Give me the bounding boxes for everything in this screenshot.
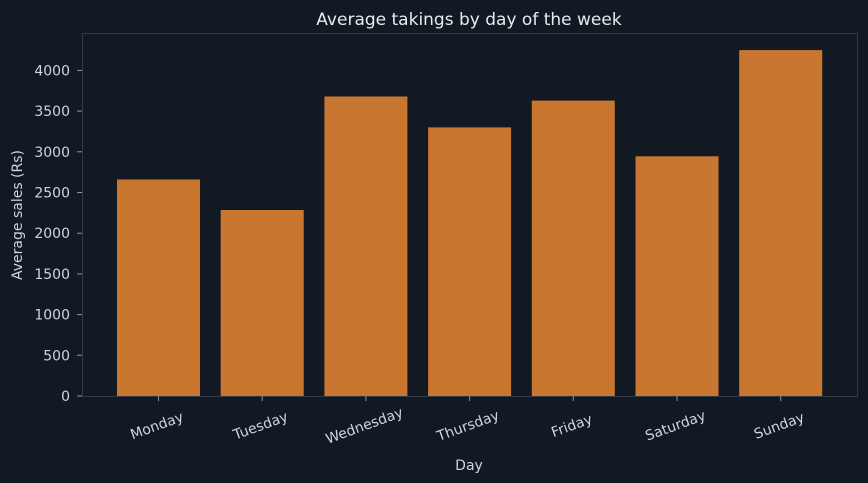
bar-thursday: [428, 127, 512, 397]
chart-title: Average takings by day of the week: [316, 10, 622, 30]
x-axis-label: Day: [455, 458, 483, 474]
bars-group: [117, 50, 823, 397]
y-tick-label: 2500: [34, 186, 70, 202]
y-tick-label: 1500: [34, 267, 70, 283]
y-tick-label: 2000: [34, 226, 70, 242]
y-tick-label: 4000: [34, 63, 70, 79]
bar-friday: [531, 100, 615, 396]
y-tick-label: 1000: [34, 308, 70, 324]
y-axis: 0 500 1000 1500 2000 2500 3000 3500 4000: [34, 63, 82, 405]
y-tick-label: 3000: [34, 145, 70, 161]
bar-wednesday: [324, 96, 408, 396]
y-axis-label: Average sales (Rs): [10, 150, 26, 280]
y-tick-label: 0: [61, 389, 70, 405]
y-tick-label: 3500: [34, 104, 70, 120]
bar-monday: [117, 179, 200, 396]
bar-sunday: [739, 50, 823, 396]
bar-tuesday: [220, 210, 304, 396]
y-tick-label: 500: [43, 348, 70, 364]
bar-saturday: [635, 156, 719, 396]
